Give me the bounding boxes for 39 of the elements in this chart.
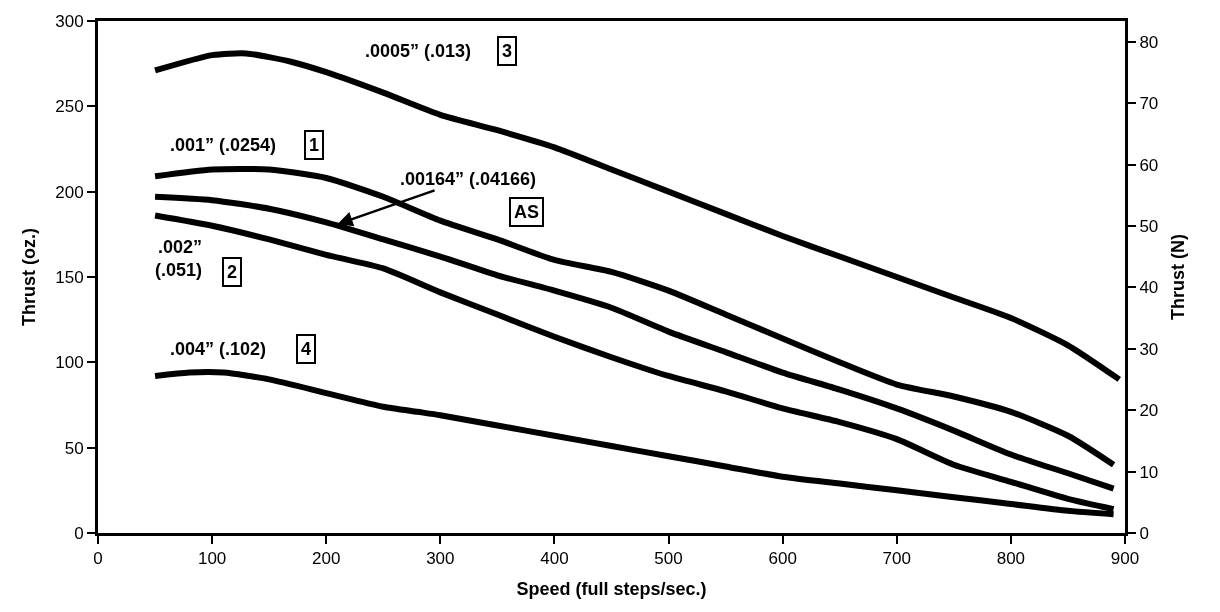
annotation: .004” (.102)	[170, 339, 267, 359]
x-tick-label: 0	[93, 549, 103, 569]
y2-tick-label: 80	[1139, 32, 1159, 52]
y2-tick-label: 70	[1139, 94, 1159, 114]
y-tick-label: 0	[74, 523, 84, 543]
y2-tick-label: 10	[1139, 462, 1159, 482]
y2-tick-label: 60	[1139, 155, 1159, 175]
annotation: 1	[309, 135, 320, 155]
x-tick-label: 300	[426, 549, 455, 569]
x-tick-label: 200	[312, 549, 341, 569]
y2-tick-label: 30	[1139, 339, 1159, 359]
x-tick-label: 900	[1110, 549, 1140, 569]
y-tick-label: 250	[55, 97, 84, 117]
y2-tick-label: 50	[1139, 217, 1159, 236]
annotation: 2	[227, 262, 238, 282]
annotation: .0005” (.013)	[365, 41, 472, 61]
x-tick-label: 700	[882, 549, 911, 569]
x-tick-label: 600	[768, 549, 797, 569]
x-tick-label: 400	[540, 549, 569, 569]
annotation: AS	[514, 202, 540, 222]
y-tick-label: 200	[55, 182, 84, 202]
x-tick-label: 800	[996, 549, 1026, 569]
x-axis-title: Speed (full steps/sec.)	[516, 578, 707, 599]
y-axis-title: Thrust (oz.)	[19, 228, 40, 326]
annotation: .00164” (.04166)	[400, 169, 537, 189]
y2-tick-label: 40	[1139, 278, 1159, 298]
x-tick-label: 100	[197, 549, 227, 569]
y2-tick-label: 0	[1139, 523, 1149, 543]
x-tick-label: 500	[654, 549, 683, 569]
y-tick-label: 150	[55, 267, 84, 287]
y-tick-label: 300	[55, 11, 84, 31]
annotation: .002” (.051)	[155, 237, 203, 281]
y2-axis-title: Thrust (N)	[1168, 234, 1189, 320]
annotation: .001” (.0254)	[170, 135, 277, 155]
y-tick-label: 100	[55, 353, 84, 373]
y-tick-label: 50	[64, 438, 84, 458]
y2-tick-label: 20	[1139, 401, 1159, 421]
annotation: 3	[502, 41, 513, 61]
annotation: 4	[301, 339, 312, 359]
